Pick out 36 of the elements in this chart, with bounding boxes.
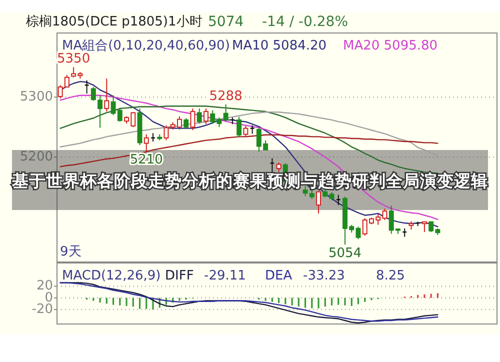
candlestick xyxy=(236,116,242,138)
text: MA10 5084.20 xyxy=(232,38,327,54)
candlestick xyxy=(223,104,228,122)
annotation: 5288 xyxy=(209,88,242,104)
series-label: DEA xyxy=(265,268,292,284)
candlestick xyxy=(144,134,149,152)
annotation: 5054 xyxy=(328,246,362,262)
y-tick-label: 5300 xyxy=(20,90,53,105)
candlestick xyxy=(104,78,110,112)
candlestick xyxy=(336,194,341,206)
candlestick xyxy=(196,108,202,124)
y-tick-label: 5200 xyxy=(20,150,53,165)
candlestick xyxy=(190,108,196,131)
annotation: 8.25 xyxy=(376,268,405,284)
candlestick xyxy=(84,80,90,94)
annotation: 5210 xyxy=(130,152,163,168)
legend-title: MA組合(0,10,20,40,60,90) xyxy=(62,38,230,54)
annotation: -29.11 xyxy=(204,268,246,284)
candlestick xyxy=(184,118,189,129)
candlestick xyxy=(356,226,361,240)
candlestick xyxy=(203,108,208,125)
text: -14 / -0.28% xyxy=(262,14,348,30)
candlestick xyxy=(243,125,248,138)
text: 5074 xyxy=(208,14,244,30)
candlestick xyxy=(276,162,282,173)
chart-title: MACD(12,26,9) xyxy=(62,268,161,284)
candlestick xyxy=(422,221,427,233)
series-label: DIFF xyxy=(165,268,194,284)
candlestick xyxy=(164,124,169,141)
annotation: 5350 xyxy=(57,52,90,67)
y-tick-label: -20 xyxy=(32,302,53,317)
annotation: -33.23 xyxy=(303,268,345,284)
text: MA20 5095.80 xyxy=(343,38,438,54)
chart-title: 棕榈1805(DCE p1805)1小时 xyxy=(26,14,202,30)
annotation: 9天 xyxy=(60,244,82,260)
candlestick xyxy=(316,191,322,214)
